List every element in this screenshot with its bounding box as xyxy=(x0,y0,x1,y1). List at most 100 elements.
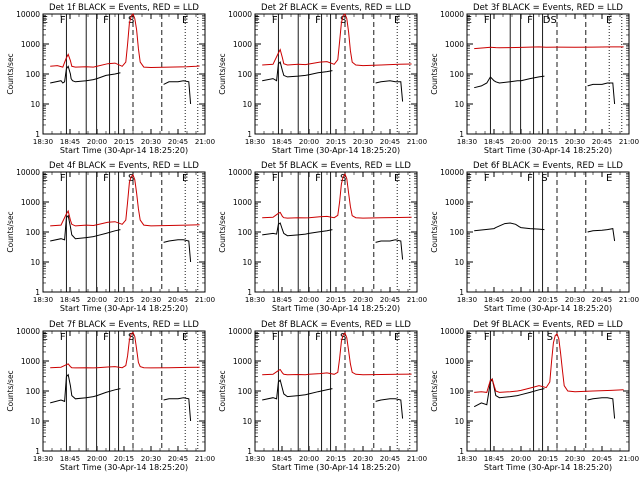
y-tick-label: 10 xyxy=(242,100,252,109)
x-tick-label: 20:15 xyxy=(538,138,558,146)
x-tick-label: 20:15 xyxy=(538,296,558,304)
x-tick-label: 20:30 xyxy=(141,455,161,463)
y-tick-label: 100 xyxy=(26,228,41,237)
region-label: F xyxy=(103,173,109,184)
plot-frame xyxy=(254,171,418,293)
panel-det-4: Det 4f BLACK = Events, RED = LLD 1 10 100 10… xyxy=(6,161,215,313)
panel-title: Det 6f BLACK = Events, RED = LLD xyxy=(473,161,623,171)
y-tick-label: 10000 xyxy=(16,327,40,336)
plot-frame xyxy=(466,13,630,135)
x-tick-label: 18:30 xyxy=(457,138,477,146)
region-label: F xyxy=(315,332,321,343)
region-label: E xyxy=(606,173,612,184)
x-tick-label: 18:45 xyxy=(60,138,80,146)
y-tick-label: 10 xyxy=(454,100,464,109)
plot-frame xyxy=(42,330,206,452)
y-tick-label: 10000 xyxy=(228,168,252,177)
y-tick-label: 10 xyxy=(30,258,40,267)
plot-frame xyxy=(254,330,418,452)
lld-series-line xyxy=(50,331,200,369)
lld-series-line xyxy=(262,332,412,376)
x-tick-label: 21:00 xyxy=(407,138,427,146)
region-label: E xyxy=(182,173,188,184)
y-tick-label: 1 xyxy=(35,288,40,297)
region-label: E xyxy=(254,15,260,26)
events-series-line xyxy=(473,377,545,408)
panel-det-6: Det 6f BLACK = Events, RED = LLD 1 10 100 10… xyxy=(430,161,639,313)
lld-series-line xyxy=(50,174,200,227)
x-tick-label: 20:00 xyxy=(511,455,531,463)
region-label: F xyxy=(527,173,533,184)
region-label: F xyxy=(484,332,490,343)
x-tick-label: 20:00 xyxy=(299,296,319,304)
x-tick-label: 18:45 xyxy=(272,138,292,146)
region-label: F xyxy=(315,15,321,26)
region-label: F xyxy=(484,15,490,26)
x-tick-label: 20:45 xyxy=(168,296,188,304)
region-label: F xyxy=(103,15,109,26)
y-tick-label: 1000 xyxy=(445,357,464,366)
x-tick-label: 18:30 xyxy=(245,455,265,463)
y-tick-label: 10 xyxy=(30,100,40,109)
region-label: E xyxy=(466,173,472,184)
y-axis-label: Counts/sec xyxy=(218,53,227,94)
y-tick-label: 1000 xyxy=(21,198,40,207)
lld-series-line xyxy=(262,173,412,219)
panel-det-3: Det 3f BLACK = Events, RED = LLD 1 10 100 10… xyxy=(430,3,639,155)
x-tick-label: 20:30 xyxy=(353,455,373,463)
region-label: S xyxy=(128,173,134,184)
x-tick-label: 20:45 xyxy=(168,455,188,463)
plot-frame xyxy=(42,13,206,135)
events-series-line xyxy=(474,222,545,232)
region-label: E xyxy=(466,332,472,343)
events-series-line xyxy=(262,379,333,401)
y-tick-label: 1000 xyxy=(21,40,40,49)
y-axis-label: Counts/sec xyxy=(218,211,227,252)
x-tick-label: 18:30 xyxy=(457,455,477,463)
x-tick-label: 21:00 xyxy=(407,455,427,463)
x-axis-label: Start Time (30-Apr-14 18:25:20) xyxy=(484,146,612,155)
y-tick-label: 10000 xyxy=(228,10,252,19)
x-axis-label: Start Time (30-Apr-14 18:25:20) xyxy=(484,304,612,313)
y-tick-label: 1 xyxy=(247,130,252,139)
events-series-line-segment-2 xyxy=(587,82,616,105)
x-tick-label: 18:30 xyxy=(457,296,477,304)
x-tick-label: 20:00 xyxy=(511,296,531,304)
panel-det-7: Det 7f BLACK = Events, RED = LLD 1 10 100 10… xyxy=(6,320,215,472)
x-tick-label: 21:00 xyxy=(619,455,639,463)
y-tick-label: 1 xyxy=(459,447,464,456)
events-series-line-segment-2 xyxy=(587,228,616,242)
x-axis-label: Start Time (30-Apr-14 18:25:20) xyxy=(60,463,188,472)
region-label: F xyxy=(527,15,533,26)
y-tick-label: 1 xyxy=(35,447,40,456)
region-label: F xyxy=(315,173,321,184)
x-tick-label: 18:45 xyxy=(60,455,80,463)
x-tick-label: 21:00 xyxy=(195,138,215,146)
y-tick-label: 1000 xyxy=(445,40,464,49)
x-tick-label: 20:00 xyxy=(87,455,107,463)
y-tick-label: 1 xyxy=(247,447,252,456)
y-tick-label: 1 xyxy=(459,130,464,139)
region-label: E xyxy=(182,15,188,26)
x-axis-label: Start Time (30-Apr-14 18:25:20) xyxy=(272,146,400,155)
y-tick-label: 100 xyxy=(238,387,253,396)
y-tick-label: 100 xyxy=(26,70,41,79)
region-label: E xyxy=(394,332,400,343)
x-tick-label: 20:45 xyxy=(168,138,188,146)
y-tick-label: 1000 xyxy=(233,40,252,49)
panel-title: Det 4f BLACK = Events, RED = LLD xyxy=(49,161,199,171)
x-tick-label: 20:00 xyxy=(299,455,319,463)
region-label: S xyxy=(128,332,134,343)
x-axis-label: Start Time (30-Apr-14 18:25:20) xyxy=(272,463,400,472)
y-tick-label: 1000 xyxy=(233,198,252,207)
y-tick-label: 10000 xyxy=(440,327,464,336)
region-label: S xyxy=(541,173,547,184)
x-axis-label: Start Time (30-Apr-14 18:25:20) xyxy=(60,304,188,313)
y-tick-label: 100 xyxy=(450,70,465,79)
y-tick-label: 1000 xyxy=(21,357,40,366)
region-label: F xyxy=(527,332,533,343)
y-axis-label: Counts/sec xyxy=(430,211,439,252)
events-series-line xyxy=(474,75,545,89)
x-tick-label: 20:15 xyxy=(326,138,346,146)
x-tick-label: 18:30 xyxy=(33,296,53,304)
